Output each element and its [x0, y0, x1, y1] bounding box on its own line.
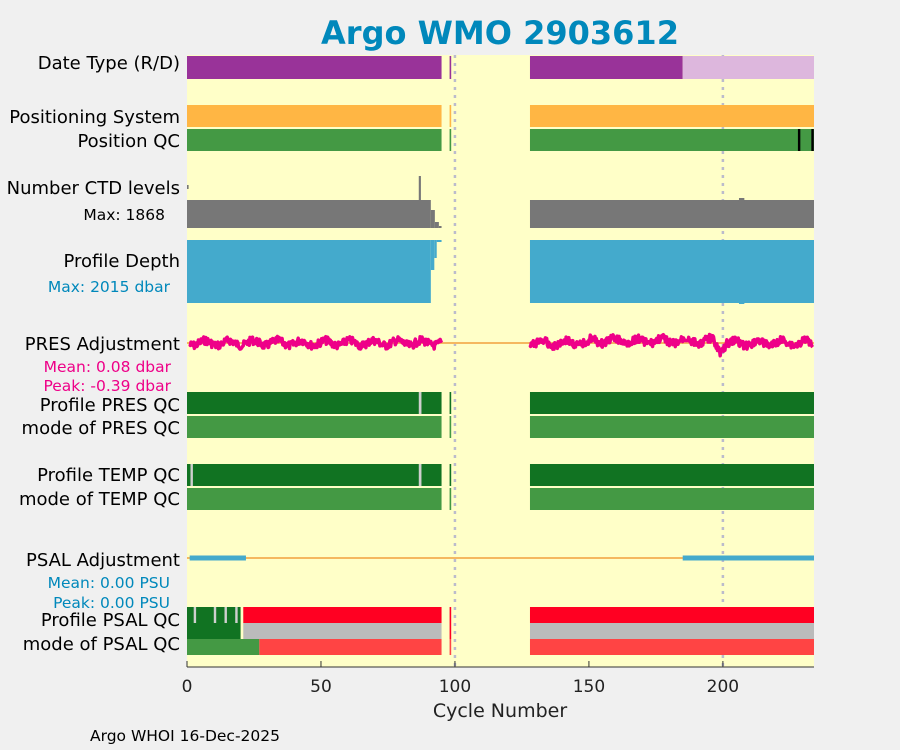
row-label-psal-mean: Mean: 0.00 PSU: [48, 574, 170, 592]
ctd-levels-bar-2: [529, 200, 814, 228]
row-label-psal-peak: Peak: 0.00 PSU: [53, 594, 170, 612]
plot-background: [187, 55, 814, 667]
position-qc-bad-228: [797, 129, 801, 151]
mode-pres-qc-isolated: [449, 416, 452, 438]
ctd-levels-tick: [187, 185, 189, 189]
profile-psal-qc-mark-1: [213, 607, 217, 623]
mode-psal-qc-isolated: [449, 639, 452, 655]
mode-pres-qc-bar-2: [529, 416, 814, 438]
profile-psal-qc-mark-3: [235, 607, 238, 623]
date-type-isolated-bar: [449, 56, 452, 79]
date-type-realtime-bar-2: [529, 56, 683, 79]
profile-psal-qc-red-2: [529, 607, 814, 623]
x-tick-label-50: 50: [310, 677, 332, 697]
ctd-levels-low-bar-2: [434, 222, 439, 228]
profile-temp-qc-mark-2: [418, 464, 422, 486]
row-label-profile-pres-qc: Profile PRES QC: [40, 395, 180, 416]
x-tick-label-150: 150: [573, 677, 605, 697]
mode-psal-qc-red-2: [529, 639, 814, 655]
row-label-psal-adj: PSAL Adjustment: [26, 550, 180, 571]
mode-temp-qc-isolated: [449, 488, 452, 510]
row-label-pres-adj: PRES Adjustment: [25, 334, 180, 355]
x-tick-label-100: 100: [439, 677, 471, 697]
positioning-bar: [187, 105, 442, 127]
profile-depth-bar-2: [529, 240, 814, 303]
pres-adjustment-trace-2: [528, 332, 815, 358]
date-type-realtime-bar: [187, 56, 442, 79]
profile-psal-qc-gray-2: [529, 623, 814, 639]
ctd-levels-bar: [187, 200, 431, 228]
row-label-date-type: Date Type (R/D): [38, 53, 180, 74]
mode-temp-qc-bar: [187, 488, 442, 510]
row-label-mode-psal-qc: mode of PSAL QC: [23, 634, 180, 655]
ctd-levels-low-bar: [430, 210, 435, 228]
chart-title: Argo WMO 2903612: [321, 14, 679, 52]
mode-psal-qc-green: [187, 639, 260, 655]
ctd-levels-low-bar-3: [438, 226, 442, 228]
profile-psal-qc-mark-2: [224, 607, 227, 623]
row-label-profile-depth: Profile Depth: [63, 251, 180, 272]
date-type-delayed-bar: [682, 56, 814, 79]
profile-temp-qc-isolated: [449, 464, 452, 486]
position-qc-bar: [187, 129, 442, 151]
position-qc-isolated-bar: [449, 129, 452, 151]
x-tick-label-0: 0: [182, 677, 193, 697]
row-label-pres-mean: Mean: 0.08 dbar: [44, 358, 172, 376]
x-tick-label-200: 200: [707, 677, 739, 697]
profile-temp-qc-bar-2: [529, 464, 814, 486]
profile-depth-bar: [187, 240, 431, 303]
profile-pres-qc-isolated: [449, 392, 452, 414]
ctd-levels-bump: [738, 198, 745, 202]
profile-pres-qc-mark: [418, 392, 422, 414]
positioning-isolated-bar: [449, 105, 452, 127]
profile-depth-short-bar: [430, 240, 435, 270]
plot-area: 0 50 100 150 200: [182, 55, 815, 697]
row-label-ctd-max: Max: 1868: [83, 206, 165, 224]
profile-temp-qc-bar: [187, 464, 442, 486]
profile-depth-short-bar-2: [434, 240, 437, 258]
x-axis-label: Cycle Number: [433, 700, 567, 722]
row-label-profile-psal-qc: Profile PSAL QC: [41, 610, 180, 631]
position-qc-bad-233: [811, 129, 814, 151]
profile-depth-short-bar-3: [436, 240, 442, 242]
row-label-positioning: Positioning System: [9, 107, 180, 128]
row-label-position-qc: Position QC: [77, 131, 180, 152]
row-label-mode-temp-qc: mode of TEMP QC: [19, 489, 180, 510]
pres-adjustment-trace: [188, 334, 444, 351]
profile-pres-qc-bar-2: [529, 392, 814, 414]
row-label-ctd-levels: Number CTD levels: [7, 178, 180, 199]
positioning-bar-2: [529, 105, 814, 127]
row-label-profile-temp-qc: Profile TEMP QC: [37, 465, 180, 486]
row-label-mode-pres-qc: mode of PRES QC: [22, 418, 180, 439]
mode-psal-qc-red: [259, 639, 442, 655]
profile-pres-qc-bar: [187, 392, 442, 414]
mode-pres-qc-bar: [187, 416, 442, 438]
mode-temp-qc-bar-2: [529, 488, 814, 510]
row-labels: Date Type (R/D) Positioning System Positio…: [7, 53, 180, 655]
profile-depth-bump: [738, 296, 745, 304]
profile-psal-qc-gray: [243, 623, 442, 639]
position-qc-bar-2: [529, 129, 814, 151]
profile-psal-qc-mark-0: [193, 607, 197, 623]
row-label-pres-peak: Peak: -0.39 dbar: [43, 377, 171, 395]
ctd-levels-spike: [418, 176, 421, 200]
profile-psal-qc-red: [243, 607, 442, 623]
footer-text: Argo WHOI 16-Dec-2025: [90, 727, 280, 745]
row-label-depth-max: Max: 2015 dbar: [48, 278, 171, 296]
profile-psal-qc-isolated: [449, 607, 452, 639]
profile-temp-qc-mark: [190, 464, 193, 486]
